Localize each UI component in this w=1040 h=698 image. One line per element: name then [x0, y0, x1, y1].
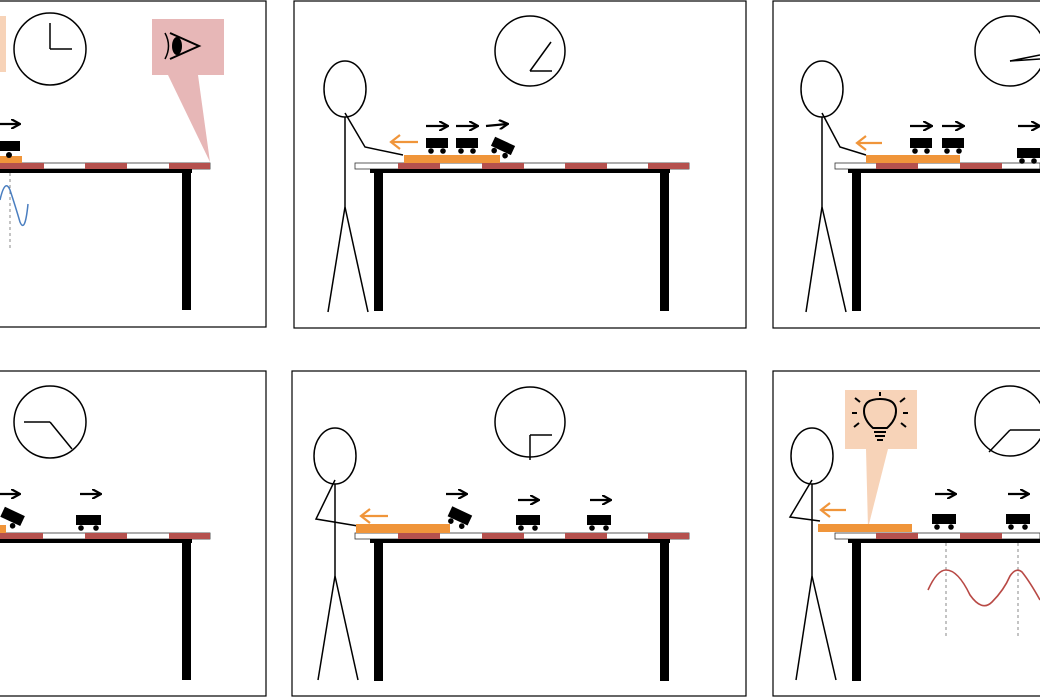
orange-label-box [0, 16, 6, 72]
table [834, 532, 1040, 681]
person [323, 60, 404, 313]
cart-icon [456, 138, 478, 154]
right-arrow-icon [485, 124, 507, 126]
orange-arrow-head [819, 502, 831, 518]
cart-icon [76, 515, 101, 531]
table [354, 162, 690, 311]
panel-5 [291, 370, 747, 697]
cart-icon [426, 138, 448, 154]
clock-icon [494, 15, 566, 87]
table [0, 532, 211, 680]
cart-icon [516, 515, 540, 531]
insight-callout [845, 390, 917, 528]
orange-arrow-head [389, 134, 401, 150]
person [788, 427, 837, 681]
cart-icon [587, 515, 611, 531]
eye-icon [164, 32, 202, 60]
clock-icon [974, 385, 1040, 457]
panel-4 [0, 370, 267, 697]
lightbulb-icon [852, 392, 908, 441]
orange-plank [404, 155, 500, 163]
blue-wave [0, 185, 29, 227]
table [354, 532, 690, 681]
table [0, 162, 211, 310]
cart-icon [1017, 148, 1040, 164]
clock-icon [494, 386, 566, 460]
cart-icon [490, 136, 516, 159]
cart-icon [942, 138, 964, 154]
orange-arrow-head [359, 508, 371, 524]
orange-plank [818, 524, 912, 532]
panel-3 [772, 0, 1040, 329]
clock-icon [13, 12, 87, 86]
observer-callout [152, 19, 224, 162]
orange-plank [0, 525, 6, 533]
panel-6 [772, 370, 1040, 697]
clock-icon [13, 385, 87, 459]
cart-icon [1006, 514, 1030, 530]
clock-icon [974, 15, 1040, 87]
orange-arrow-head [855, 135, 867, 151]
panel-2 [293, 0, 747, 329]
orange-plank [356, 524, 450, 533]
orange-plank [0, 156, 22, 163]
cart-icon [910, 138, 932, 154]
panel-1 [0, 0, 267, 328]
cart-icon [0, 141, 20, 158]
cart-icon [447, 506, 473, 529]
person [313, 427, 359, 681]
cart-icon [932, 514, 956, 530]
red-wave [927, 569, 1040, 607]
cart-icon [0, 506, 25, 529]
person [800, 60, 867, 313]
orange-plank [866, 155, 960, 163]
